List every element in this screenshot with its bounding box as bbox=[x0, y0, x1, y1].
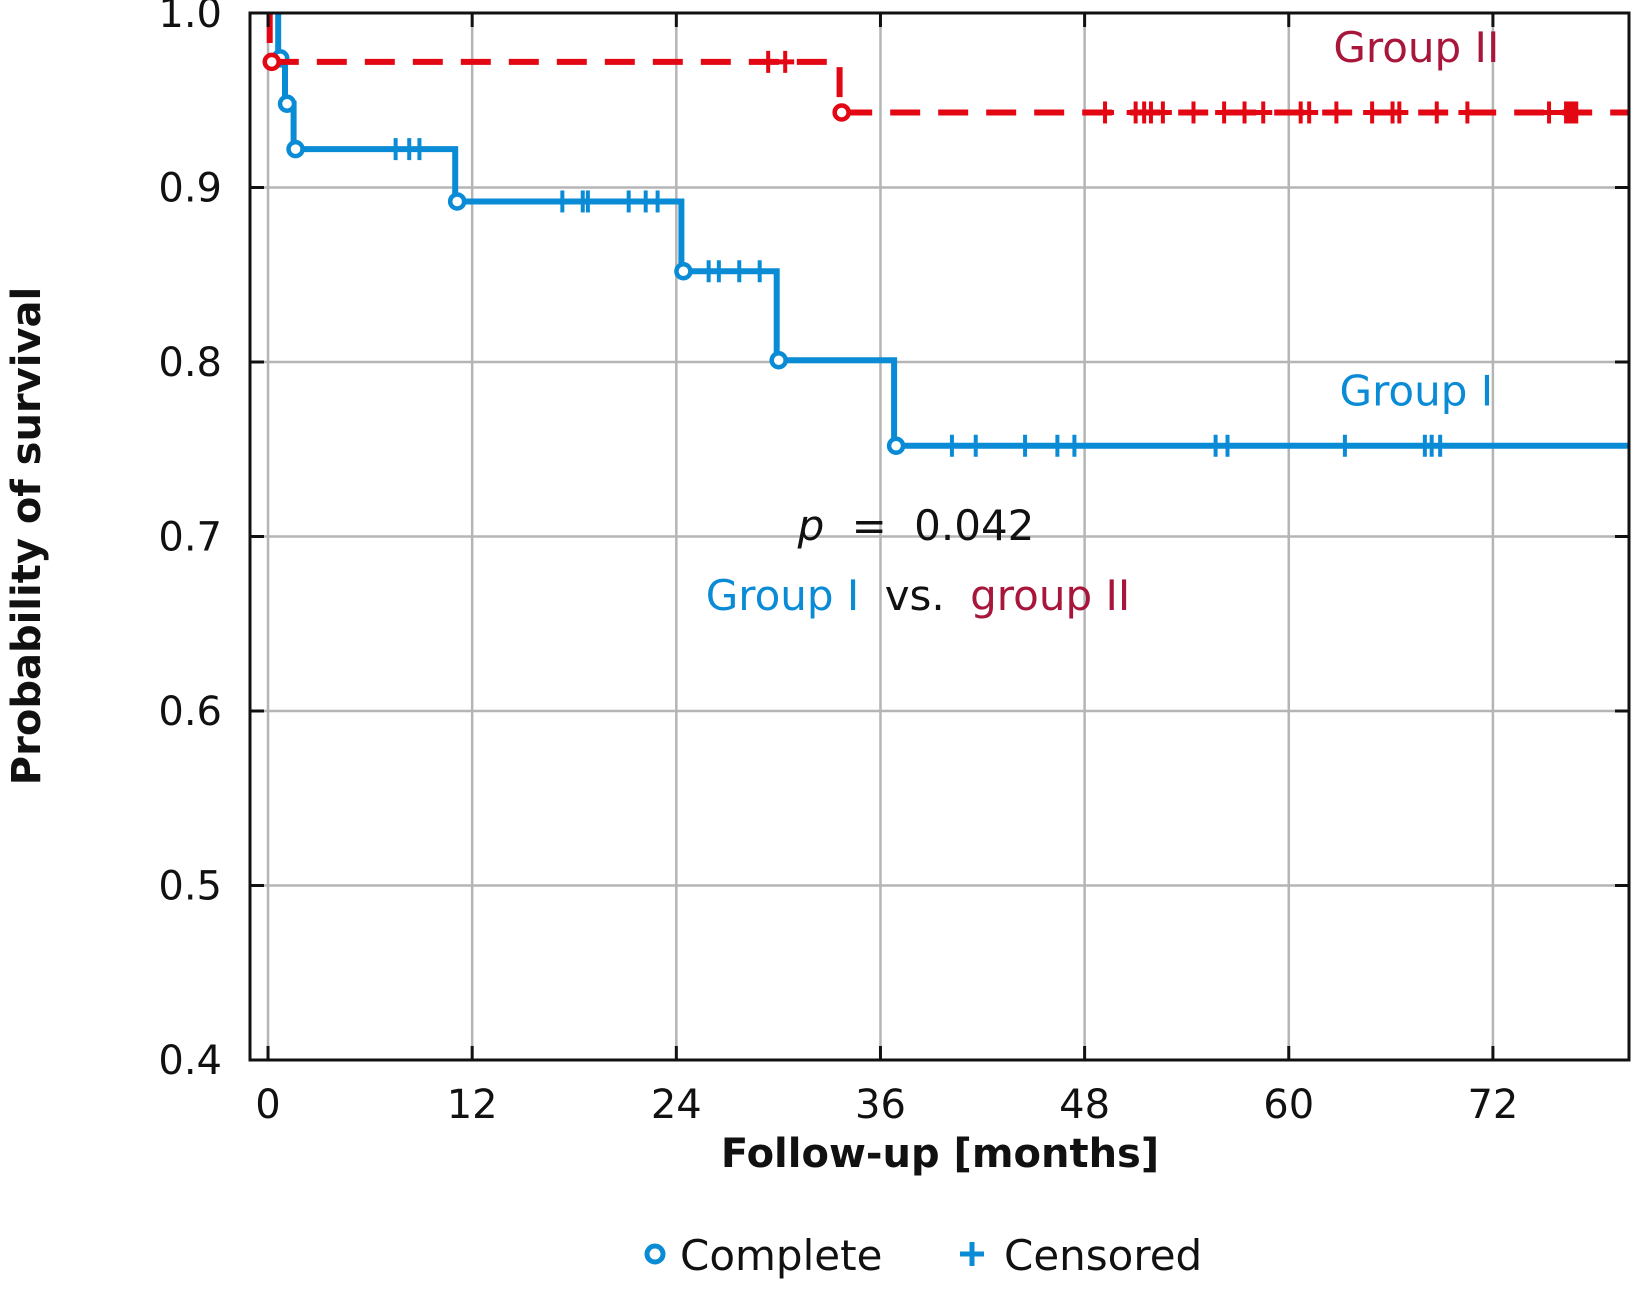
censor-mark bbox=[709, 260, 728, 283]
censor-mark bbox=[1218, 434, 1237, 457]
comparison-group-1: Group I bbox=[706, 571, 860, 620]
censor-mark bbox=[553, 190, 572, 213]
y-tick-label: 0.4 bbox=[158, 1038, 222, 1084]
p-symbol: p bbox=[797, 501, 825, 550]
x-axis-title: Follow-up [months] bbox=[721, 1131, 1159, 1177]
legend-complete-icon bbox=[644, 1243, 666, 1265]
p-equals: = bbox=[852, 501, 887, 550]
x-tick-label: 36 bbox=[855, 1082, 906, 1128]
p-value-annotation: p = 0.042 bbox=[797, 501, 1035, 550]
event-marker bbox=[769, 351, 788, 370]
event-marker bbox=[447, 192, 467, 211]
censor-mark bbox=[1567, 101, 1586, 124]
censor-mark bbox=[1016, 434, 1035, 457]
censor-mark bbox=[1235, 101, 1254, 124]
event-marker bbox=[886, 436, 906, 456]
series-label-group-1: Group I bbox=[1340, 367, 1494, 416]
comparison-group-2: group II bbox=[970, 571, 1130, 620]
censor-mark bbox=[1540, 101, 1559, 124]
y-tick-label: 0.8 bbox=[158, 340, 222, 386]
y-tick-label: 0.7 bbox=[158, 515, 222, 561]
event-marker bbox=[674, 262, 693, 281]
legend: Complete Censored bbox=[644, 1231, 1202, 1280]
comparison-annotation: Group I vs. group II bbox=[706, 571, 1131, 620]
censor-mark bbox=[750, 260, 769, 283]
censor-mark bbox=[1335, 434, 1354, 457]
censor-mark bbox=[1048, 434, 1067, 457]
censor-mark bbox=[1153, 101, 1172, 124]
censor-mark bbox=[1065, 434, 1084, 457]
series-2 bbox=[262, 13, 1629, 124]
event-marker bbox=[832, 103, 851, 122]
censor-mark bbox=[1427, 101, 1446, 124]
censor-mark bbox=[1254, 101, 1273, 124]
series-layer bbox=[262, 13, 1629, 457]
censor-mark bbox=[776, 50, 795, 73]
censor-mark bbox=[759, 50, 778, 73]
x-tick-label: 72 bbox=[1467, 1082, 1518, 1128]
series-label-group-2: Group II bbox=[1333, 23, 1499, 72]
censor-mark bbox=[1215, 101, 1234, 124]
legend-censored-label: Censored bbox=[1004, 1231, 1202, 1280]
censor-mark bbox=[1096, 101, 1115, 124]
censor-mark bbox=[648, 190, 667, 213]
x-tick-label: 0 bbox=[255, 1082, 280, 1128]
ticks: 0 12 24 36 48 60 72 0.4 0.5 0.6 0.7 0.8 0.9 1.0 bbox=[158, 0, 1629, 1128]
censor-mark bbox=[966, 434, 985, 457]
y-tick-label: 1.0 bbox=[158, 0, 222, 37]
censor-mark bbox=[1363, 101, 1382, 124]
x-tick-label: 24 bbox=[651, 1082, 702, 1128]
y-axis-title: Probability of survival bbox=[4, 287, 50, 785]
censor-mark bbox=[1300, 101, 1319, 124]
censor-mark bbox=[410, 138, 429, 161]
censor-mark bbox=[1184, 101, 1203, 124]
event-marker bbox=[277, 94, 297, 113]
censor-mark bbox=[619, 190, 638, 213]
censor-mark bbox=[942, 434, 961, 457]
event-marker bbox=[262, 52, 281, 72]
p-value: 0.042 bbox=[914, 501, 1034, 550]
y-tick-label: 0.9 bbox=[158, 166, 222, 212]
y-tick-label: 0.6 bbox=[158, 689, 222, 735]
censor-mark bbox=[578, 190, 597, 213]
legend-complete-label: Complete bbox=[680, 1231, 882, 1280]
legend-censored-icon bbox=[960, 1242, 984, 1266]
y-tick-label: 0.5 bbox=[158, 864, 222, 910]
comparison-vs: vs. bbox=[885, 571, 945, 620]
x-tick-label: 60 bbox=[1263, 1082, 1314, 1128]
censor-mark bbox=[1458, 101, 1477, 124]
censor-mark bbox=[1327, 101, 1346, 124]
x-tick-label: 48 bbox=[1059, 1082, 1110, 1128]
x-tick-label: 12 bbox=[447, 1082, 498, 1128]
event-marker bbox=[286, 139, 305, 159]
series-1 bbox=[270, 13, 1629, 457]
censor-mark bbox=[1431, 434, 1450, 457]
censor-mark bbox=[730, 260, 749, 283]
censor-mark bbox=[1390, 101, 1409, 124]
